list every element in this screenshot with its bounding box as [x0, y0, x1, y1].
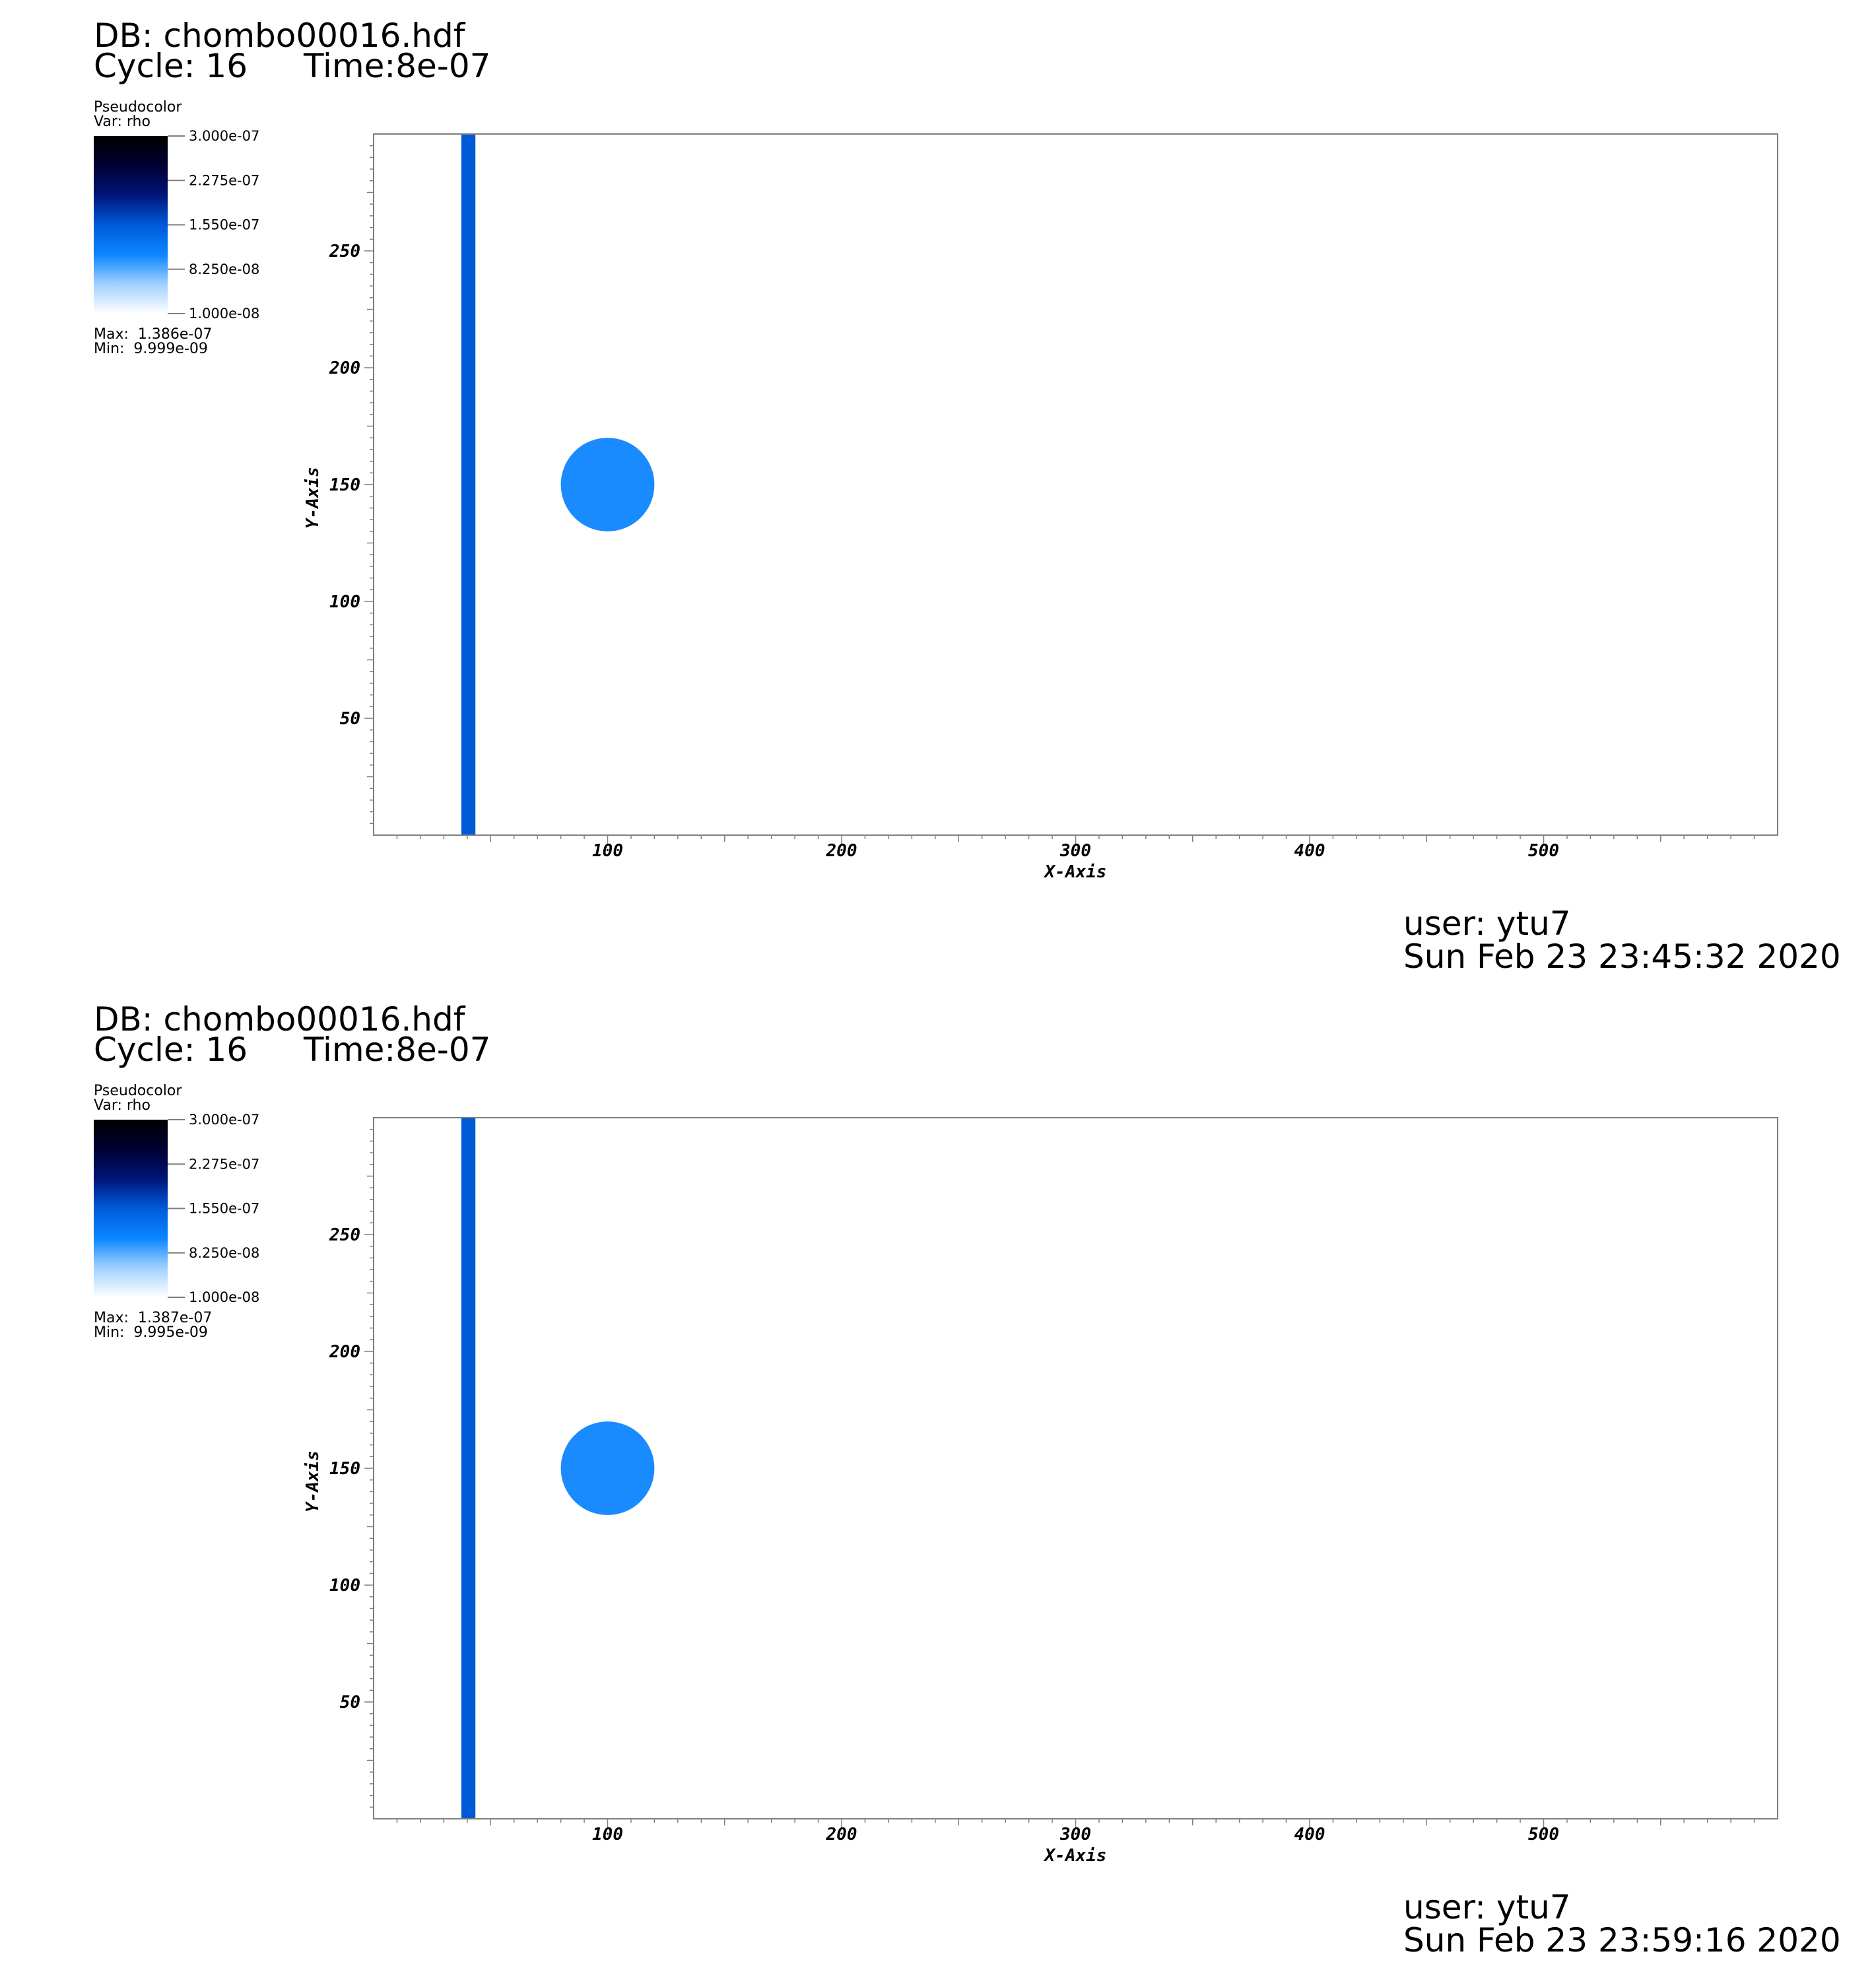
x-tick-label: 500 — [1528, 1825, 1559, 1845]
colorbar-tick-label: 1.550e-07 — [189, 1201, 259, 1217]
date-label: Sun Feb 23 23:59:16 2020 — [1403, 1921, 1841, 1959]
db-label: DB: chombo00016.hdf — [94, 1000, 465, 1038]
plot-svg: 3.000e-07 2.275e-07 1.550e-07 8.250e-08 1.00… — [94, 128, 1778, 882]
y-tick-label: 150 — [329, 1459, 360, 1479]
colorbar-tick-label: 2.275e-07 — [189, 1156, 259, 1172]
user-label: user: ytu7 — [1403, 1888, 1571, 1926]
plot-svg: 3.000e-07 2.275e-07 1.550e-07 8.250e-08 1.00… — [94, 1112, 1778, 1866]
date-label: Sun Feb 23 23:45:32 2020 — [1403, 937, 1841, 976]
max-label: Max: 1.386e-07 — [94, 326, 213, 343]
plot-name-label: Pseudocolor — [94, 1083, 182, 1099]
density-bubble — [560, 1421, 655, 1515]
colorbar-tick-label: 1.550e-07 — [189, 217, 259, 233]
y-tick-label: 100 — [329, 592, 360, 612]
x-tick-label: 100 — [592, 1825, 623, 1845]
y-axis-title: Y-Axis — [303, 1450, 323, 1512]
plot-name-label: Pseudocolor — [94, 99, 182, 116]
colorbar-tick-label: 2.275e-07 — [189, 172, 259, 188]
shock-band — [461, 134, 476, 835]
colorbar-tick-label: 1.000e-08 — [189, 1289, 259, 1305]
y-tick-label: 100 — [329, 1576, 360, 1596]
shock-band — [461, 1118, 476, 1819]
cycle-label: Cycle: 16 — [94, 47, 248, 85]
time-label: Time:8e-07 — [304, 47, 491, 85]
y-tick-label: 150 — [329, 475, 360, 495]
user-label: user: ytu7 — [1403, 904, 1571, 943]
y-tick-label: 200 — [329, 358, 360, 378]
y-tick-label: 50 — [340, 1693, 360, 1713]
visit-window-2: DB: chombo00016.hdf Cycle: 16 Time:8e-07… — [0, 984, 1876, 1967]
visit-window-1: DB: chombo00016.hdf Cycle: 16 Time:8e-07… — [0, 0, 1876, 984]
min-label: Min: 9.999e-09 — [94, 341, 208, 357]
x-tick-label: 100 — [592, 841, 623, 861]
x-tick-label: 200 — [826, 1825, 857, 1845]
colorbar-tick-label: 3.000e-07 — [189, 128, 259, 144]
x-tick-label: 300 — [1059, 1825, 1091, 1845]
cycle-label: Cycle: 16 — [94, 1031, 248, 1069]
max-label: Max: 1.387e-07 — [94, 1310, 213, 1326]
x-tick-label: 200 — [826, 841, 857, 861]
x-axis-title: X-Axis — [1044, 1846, 1107, 1866]
y-axis-title: Y-Axis — [303, 467, 323, 529]
colorbar — [94, 136, 168, 314]
x-tick-label: 300 — [1059, 841, 1091, 861]
min-label: Min: 9.995e-09 — [94, 1324, 208, 1341]
y-tick-label: 250 — [329, 1225, 360, 1245]
var-label: Var: rho — [94, 1097, 151, 1114]
y-tick-label: 200 — [329, 1342, 360, 1362]
x-tick-label: 400 — [1294, 841, 1325, 861]
y-tick-label: 250 — [329, 242, 360, 261]
density-bubble — [560, 438, 655, 531]
var-label: Var: rho — [94, 114, 151, 130]
colorbar-tick-label: 1.000e-08 — [189, 306, 259, 322]
x-tick-label: 400 — [1294, 1825, 1325, 1845]
y-tick-label: 50 — [340, 709, 360, 729]
colorbar-tick-label: 8.250e-08 — [189, 261, 259, 277]
db-label: DB: chombo00016.hdf — [94, 17, 465, 55]
colorbar-tick-label: 3.000e-07 — [189, 1112, 259, 1128]
x-axis-title: X-Axis — [1044, 862, 1107, 882]
colorbar-tick-label: 8.250e-08 — [189, 1245, 259, 1261]
x-tick-label: 500 — [1528, 841, 1559, 861]
time-label: Time:8e-07 — [304, 1031, 491, 1069]
colorbar — [94, 1120, 168, 1297]
